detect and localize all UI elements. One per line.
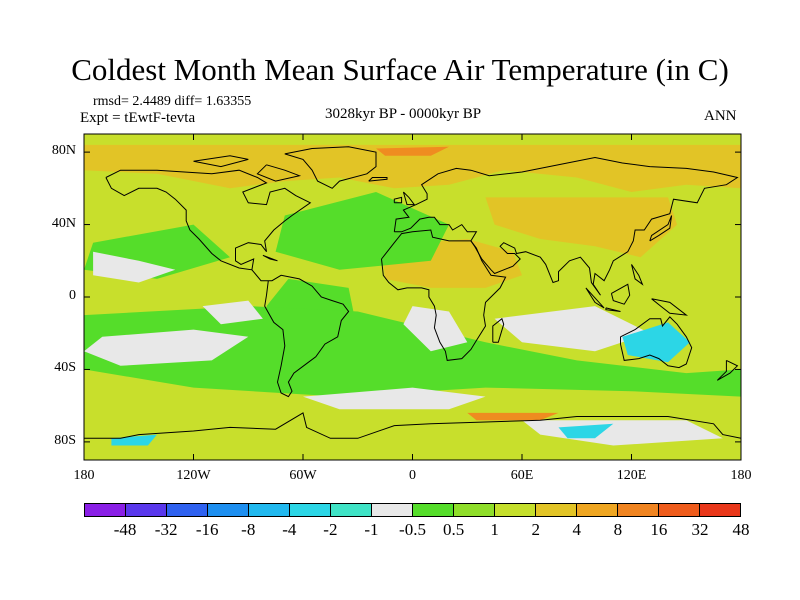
colorbar-swatch [699, 504, 740, 516]
colorbar-swatch [412, 504, 453, 516]
coastline [610, 283, 631, 305]
coastlines [84, 146, 742, 439]
field-region [622, 322, 690, 363]
colorbar-swatch [535, 504, 576, 516]
temperature-field [84, 134, 741, 460]
lon-tick-label: 180 [73, 468, 95, 483]
colorbar-swatch [289, 504, 330, 516]
colorbar-label: -0.5 [399, 520, 426, 539]
coastline [381, 229, 507, 361]
colorbar-swatch [658, 504, 699, 516]
coastline [605, 307, 621, 312]
field-region [275, 192, 449, 270]
coastline [716, 359, 739, 381]
colorbar-label: -2 [323, 520, 338, 539]
coastline [492, 317, 505, 343]
coastline [402, 191, 416, 206]
field-region [376, 146, 449, 156]
colorbar-label: 0.5 [442, 520, 465, 539]
field-region [485, 197, 678, 258]
colorbar-label: 2 [531, 520, 540, 539]
coastline [284, 146, 377, 189]
colorbar [84, 503, 741, 517]
colorbar-swatch [166, 504, 207, 516]
colorbar-label: 32 [691, 520, 709, 539]
lon-tick-label: 0 [409, 468, 416, 483]
field-region [202, 300, 263, 325]
coastline [651, 298, 689, 316]
coastline [585, 287, 605, 309]
colorbar-label: -16 [195, 520, 219, 539]
coastline [193, 155, 249, 168]
colorbar-label: 1 [490, 520, 499, 539]
colorbar-label: 8 [613, 520, 623, 539]
colorbar-label: -32 [154, 520, 178, 539]
lon-tick-label: 60W [289, 468, 317, 483]
coastline [262, 254, 278, 262]
colorbar-swatch [617, 504, 658, 516]
lon-tick-label: 180 [730, 468, 752, 483]
coastline [631, 264, 644, 286]
colorbar-swatch [576, 504, 617, 516]
experiment-label: Expt = tEwtF-tevta [80, 110, 196, 126]
colorbar-label: -1 [364, 520, 379, 539]
colorbar-swatch [371, 504, 412, 516]
colorbar-swatch [494, 504, 535, 516]
colorbar-swatch [248, 504, 289, 516]
colorbar-label: -48 [113, 520, 137, 539]
coastline [256, 164, 302, 182]
lon-tick-label: 120E [616, 468, 647, 483]
lat-tick-label: 0 [69, 288, 76, 303]
field-region [111, 434, 157, 446]
field-region [93, 251, 176, 283]
colorbar-swatch [330, 504, 371, 516]
time-period-label: 3028kyr BP - 0000kyr BP [325, 106, 482, 122]
coastline [105, 169, 350, 398]
field-region [303, 387, 486, 410]
axis-ticks [83, 134, 742, 460]
lat-tick-label: 80S [54, 432, 76, 448]
coastline [84, 412, 742, 439]
colorbar-label: 48 [732, 520, 750, 539]
field-region [403, 306, 468, 352]
coastline [620, 316, 693, 369]
colorbar-label: 16 [650, 520, 668, 539]
colorbar-label: -4 [282, 520, 297, 539]
coastline [393, 156, 739, 296]
lat-tick-label: 40N [51, 215, 76, 231]
season-label: ANN [704, 108, 737, 124]
field-region [467, 412, 559, 421]
field-region [84, 144, 741, 192]
colorbar-swatch [453, 504, 494, 516]
field-region [558, 423, 614, 439]
rmsd-diff-stats: rmsd= 2.4489 diff= 1.63355 [93, 94, 252, 109]
field-region [494, 306, 650, 352]
field-region [84, 329, 249, 366]
coastline [649, 215, 673, 242]
lat-tick-label: 40S [54, 360, 76, 376]
colorbar-swatch [85, 504, 125, 516]
chart-title: Coldest Month Mean Surface Air Temperatu… [71, 52, 729, 87]
coastline [393, 196, 403, 204]
lon-tick-label: 120W [176, 468, 211, 483]
coastline [368, 177, 388, 182]
lat-tick-label: 80N [51, 143, 76, 159]
field-region [84, 306, 741, 397]
colorbar-swatch [207, 504, 248, 516]
colorbar-label: -8 [241, 520, 256, 539]
lon-tick-label: 60E [510, 468, 534, 483]
colorbar-swatch [125, 504, 166, 516]
colorbar-label: 4 [572, 520, 582, 539]
